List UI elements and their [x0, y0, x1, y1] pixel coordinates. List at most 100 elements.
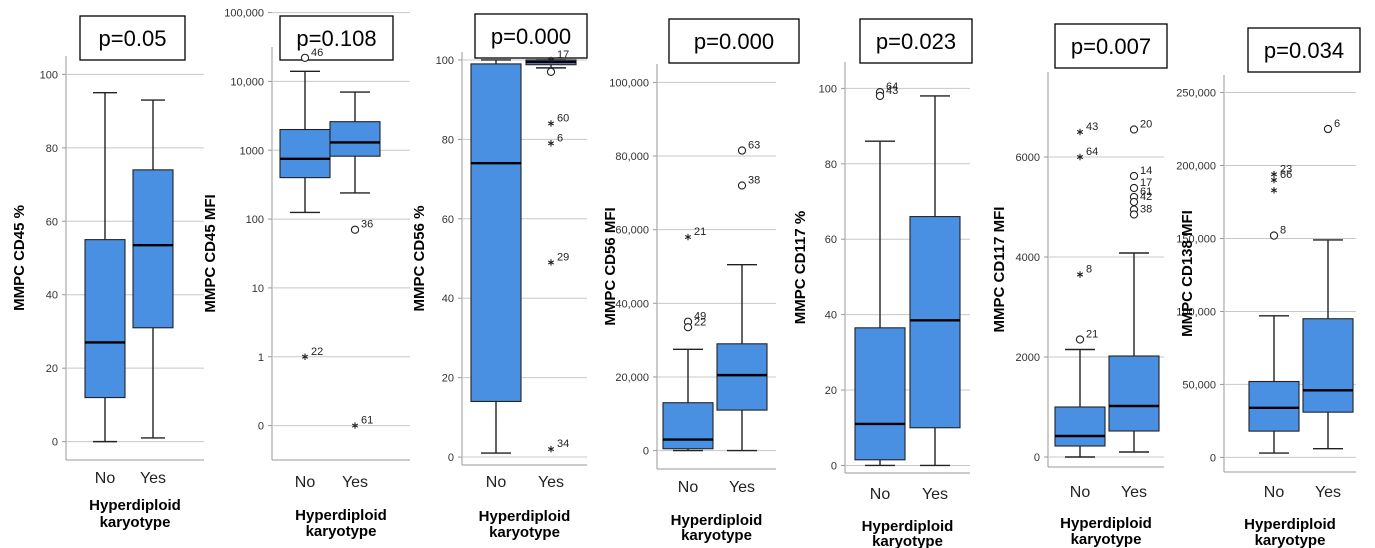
outlier-star — [1270, 171, 1278, 178]
y-tick-label: 100,000 — [1176, 306, 1216, 318]
outlier-star — [684, 233, 692, 241]
outlier-circle — [737, 146, 747, 155]
y-tick-label: 2000 — [1016, 352, 1040, 364]
outlier-label: 42 — [1140, 191, 1152, 203]
outlier-circle — [1129, 171, 1139, 181]
y-tick-label: 50,000 — [1182, 379, 1216, 391]
outlier-circle — [1129, 210, 1139, 219]
outlier-label: 14 — [1140, 165, 1152, 177]
y-tick-label: 40 — [825, 310, 837, 322]
box-yes — [716, 343, 768, 411]
outlier-star — [547, 140, 555, 147]
y-tick-label: 60 — [442, 214, 454, 226]
y-axis-title: MMPC CD138 MFI — [1179, 210, 1196, 337]
y-tick-label: 6000 — [1016, 152, 1040, 164]
y-tick-label: 200,000 — [1176, 160, 1216, 172]
p-value-box — [859, 18, 973, 64]
panel-1: p=0.05 0 20 40 60 80 100 MMPC CD45 % No Yes Hyperd… — [11, 15, 204, 531]
outlier-label: 60 — [557, 112, 569, 124]
outlier-star — [1076, 271, 1084, 278]
y-axis-title: MMPC CD56 % — [411, 206, 428, 312]
y-tick-label: 150,000 — [1176, 233, 1216, 245]
outlier-circle — [1129, 197, 1139, 207]
box-no — [84, 239, 126, 399]
y-tick-label: 100,000 — [224, 8, 264, 20]
outlier-label: 6 — [557, 132, 563, 144]
outlier-label: 17 — [557, 49, 569, 61]
y-tick-label: 40 — [442, 293, 454, 305]
y-tick-label: 80 — [442, 134, 454, 146]
p-value-box — [474, 13, 588, 59]
y-tick-label: 0 — [52, 437, 58, 449]
outlier-circle — [737, 181, 747, 190]
x-category-label: Yes — [538, 474, 564, 491]
outlier-star — [301, 353, 309, 360]
outlier-label: 8 — [1086, 264, 1092, 276]
outlier-circle — [1129, 125, 1139, 134]
outlier-label: 63 — [748, 140, 760, 152]
y-tick-label: 10 — [252, 283, 264, 295]
y-tick-label: 10,000 — [230, 76, 264, 88]
outlier-label: 49 — [694, 311, 706, 323]
box-no — [662, 402, 714, 450]
panel-4: p=0.000 0 20,000 40,000 60,000 80,000 100,000 M… — [602, 18, 800, 544]
x-axis-title-line2: karyotype — [681, 527, 752, 544]
y-tick-label: 0 — [258, 421, 264, 433]
outlier-star — [1076, 153, 1084, 161]
p-value-label: p=0.05 — [99, 26, 167, 51]
panel-7: p=0.034 0 50,000 100,000 150,000 200,000 250,0… — [1176, 27, 1361, 548]
x-axis-title-line1: Hyperdiploid — [1244, 516, 1336, 533]
y-tick-label: 250,000 — [1176, 88, 1216, 100]
y-tick-label: 0 — [831, 460, 837, 472]
y-tick-label: 80 — [825, 159, 837, 171]
x-axis-title-line2: karyotype — [872, 533, 943, 548]
outlier-label: 21 — [694, 226, 706, 238]
outlier-label: 29 — [557, 251, 569, 263]
outlier-label: 23 — [1280, 163, 1292, 175]
panel-6: p=0.007 0 2000 4000 6000 MMPC CD117 MFI No Yes H… — [991, 23, 1168, 548]
outlier-label: 61 — [361, 415, 373, 427]
x-category-label: No — [295, 474, 316, 491]
y-tick-label: 60 — [825, 234, 837, 246]
x-axis-title-line2: karyotype — [1071, 531, 1142, 548]
x-axis-title-line2: karyotype — [1255, 532, 1326, 548]
y-tick-label: 80,000 — [615, 151, 649, 163]
outlier-label: 17 — [1140, 177, 1152, 189]
y-tick-label: 20 — [46, 363, 58, 375]
y-tick-label: 100 — [436, 55, 454, 67]
outlier-star — [351, 422, 359, 429]
outlier-label: 64 — [1086, 146, 1098, 158]
outlier-label: 20 — [1140, 119, 1152, 131]
x-category-label: Yes — [1315, 484, 1341, 501]
box-yes — [1108, 355, 1160, 432]
outlier-label: 46 — [311, 47, 323, 59]
x-axis-title-line1: Hyperdiploid — [671, 512, 763, 529]
y-tick-label: 100 — [40, 69, 58, 81]
x-category-label: Yes — [729, 479, 755, 496]
y-tick-label: 4000 — [1016, 252, 1040, 264]
p-value-label: p=0.023 — [876, 29, 956, 54]
outlier-circle — [683, 323, 693, 332]
outlier-star — [547, 259, 555, 266]
y-tick-label: 80 — [46, 143, 58, 155]
x-axis-title-line1: Hyperdiploid — [862, 518, 954, 535]
panel-5: p=0.023 0 20 40 60 80 100 MMPC CD117 % No Yes Hype… — [792, 18, 973, 548]
outlier-label: 6 — [1334, 118, 1340, 130]
y-tick-label: 0 — [1034, 452, 1040, 464]
outlier-circle — [1129, 183, 1139, 193]
outlier-star — [1076, 128, 1084, 136]
x-axis-title-line1: Hyperdiploid — [295, 507, 387, 524]
outlier-circle — [300, 53, 310, 62]
outlier-label: 38 — [748, 175, 760, 187]
y-axis-title: MMPC CD117 % — [792, 211, 809, 324]
y-tick-label: 60,000 — [615, 225, 649, 237]
outlier-label: 38 — [1140, 204, 1152, 216]
x-axis-title-line2: karyotype — [100, 514, 171, 531]
x-axis-title-line2: karyotype — [489, 524, 560, 541]
x-category-label: Yes — [922, 486, 948, 503]
outlier-circle — [1323, 124, 1333, 134]
outlier-circle — [1075, 335, 1085, 344]
y-tick-label: 100,000 — [609, 77, 649, 89]
panel-2: p=0.108 0 1 10 100 1000 10,000 100,000 MMPC CD45… — [202, 8, 410, 540]
